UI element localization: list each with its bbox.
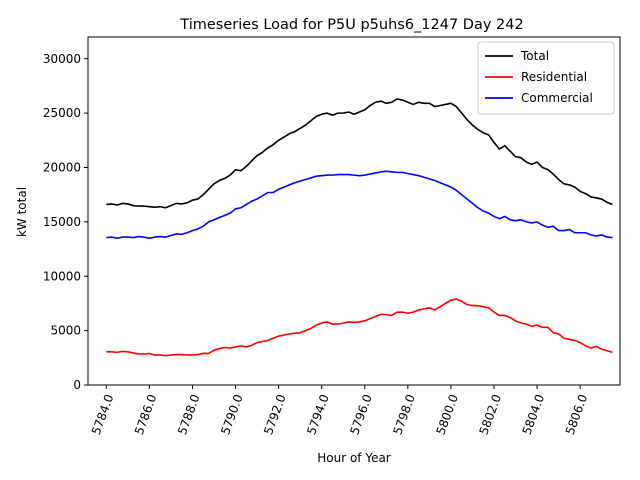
legend-label-residential: Residential bbox=[521, 70, 587, 84]
y-axis-label: kW total bbox=[15, 187, 29, 237]
y-tick-label: 5000 bbox=[50, 324, 81, 338]
series-line-residential bbox=[106, 298, 613, 357]
plot-area bbox=[106, 98, 613, 357]
y-axis: 0 5000 10000 15000 20000 25000 30000 bbox=[43, 52, 88, 392]
y-tick-label: 0 bbox=[73, 378, 81, 392]
plot-frame bbox=[87, 36, 621, 386]
series-line-commercial bbox=[106, 170, 613, 239]
legend: Total Residential Commercial bbox=[477, 41, 615, 115]
legend-label-total: Total bbox=[520, 49, 549, 63]
y-tick-label: 10000 bbox=[43, 269, 81, 283]
x-axis-label: Hour of Year bbox=[317, 451, 391, 465]
series-line-total bbox=[106, 98, 613, 209]
y-tick-label: 25000 bbox=[43, 106, 81, 120]
y-tick-label: 15000 bbox=[43, 215, 81, 229]
y-tick-label: 30000 bbox=[43, 52, 81, 66]
legend-box bbox=[477, 41, 615, 115]
chart-title: Timeseries Load for P5U p5uhs6_1247 Day … bbox=[179, 17, 523, 33]
legend-label-commercial: Commercial bbox=[521, 91, 593, 105]
y-tick-label: 20000 bbox=[43, 161, 81, 175]
